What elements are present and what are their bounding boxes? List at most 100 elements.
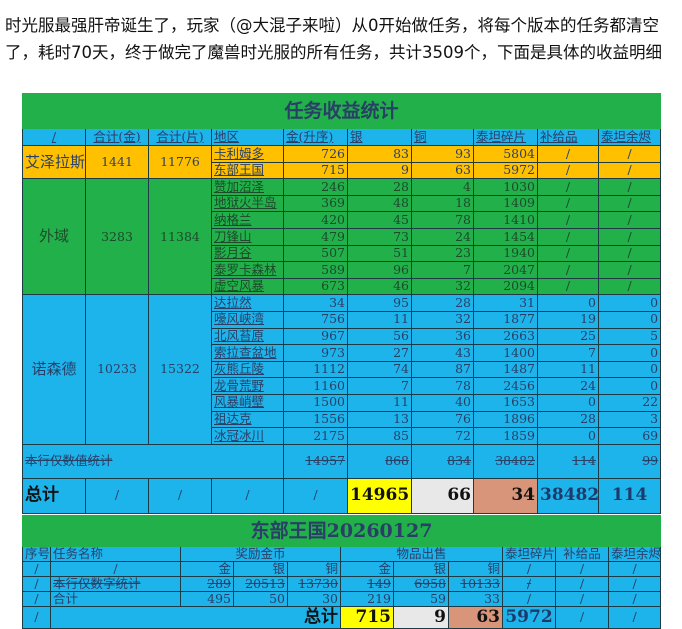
column-header: 地区 bbox=[211, 128, 284, 146]
silver-cell: 28 bbox=[347, 178, 412, 196]
fragments-cell: 1454 bbox=[473, 227, 538, 246]
column-header: / bbox=[22, 128, 86, 146]
region-row: 北风苔原 967 56 36 2663 25 5 bbox=[23, 327, 662, 346]
embers-cell: / bbox=[597, 244, 662, 263]
gold-cell: 589 bbox=[283, 261, 348, 279]
copper-cell: 28 bbox=[411, 294, 474, 312]
detail-cell: 本行仅数字统计 bbox=[50, 576, 181, 592]
region-name-cell: 祖达克 bbox=[211, 410, 284, 429]
supplies-cell: / bbox=[537, 178, 599, 196]
fragments-cell: 5972 bbox=[473, 161, 538, 180]
detail-cell: 50 bbox=[233, 591, 288, 607]
region-name-cell: 北风苔原 bbox=[211, 327, 284, 346]
embers-cell: 3 bbox=[597, 410, 662, 429]
region-row: 虚空风暴 673 46 32 2094// bbox=[23, 277, 662, 296]
fragments-cell: 1410 bbox=[473, 211, 538, 229]
total-supplies: / bbox=[555, 606, 609, 629]
header-row: / 合计(金) 合计(片) 地区 金(升序) 银铜泰坦碎片 补给品 泰坦余烬 bbox=[22, 128, 662, 146]
supplies-cell: / bbox=[537, 277, 599, 296]
supplies-cell: 0 bbox=[537, 294, 599, 312]
silver-cell: 27 bbox=[347, 344, 412, 362]
gold-cell: 2175 bbox=[283, 427, 348, 445]
supplies-cell: / bbox=[537, 211, 599, 229]
detail-cell: 合计 bbox=[50, 591, 181, 607]
copper-cell: 78 bbox=[411, 211, 474, 229]
total-fragments: 5972 bbox=[502, 606, 556, 629]
total-gold: 715 bbox=[340, 606, 394, 629]
detail-cell: / bbox=[607, 591, 662, 607]
total-slash: / bbox=[148, 477, 212, 514]
fragments-cell: 1940 bbox=[473, 244, 538, 263]
embers-cell: / bbox=[597, 261, 662, 279]
copper-cell: 76 bbox=[411, 410, 474, 429]
region-row: 冰冠冰川 2175 85 72 1859 0 69 bbox=[23, 427, 662, 445]
column-header-task-name: 任务名称 bbox=[50, 546, 181, 562]
embers-cell: 0 bbox=[597, 310, 662, 329]
supplies-cell: / bbox=[537, 161, 599, 180]
total-silver: 9 bbox=[393, 606, 449, 629]
detail-cell: 219 bbox=[340, 591, 394, 607]
total-row: / 总计 715 9 63 5972// bbox=[22, 606, 662, 629]
copper-cell: 43 bbox=[411, 344, 474, 362]
copper-cell: 40 bbox=[411, 393, 474, 412]
detail-cell: 30 bbox=[287, 591, 341, 607]
group-gold-total: 10233 bbox=[85, 294, 149, 445]
total-fragments: 38482 bbox=[537, 477, 599, 514]
detail-cell: / bbox=[607, 576, 662, 592]
region-name-cell: 风暴峭壁 bbox=[211, 393, 284, 412]
silver-cell: 51 bbox=[347, 244, 412, 263]
detail-cell: 289 bbox=[180, 576, 234, 592]
gold-cell: 967 bbox=[283, 327, 348, 346]
silver-cell: 7 bbox=[347, 377, 412, 395]
column-header: 合计(金) bbox=[85, 128, 149, 146]
gold-cell: 34 bbox=[283, 294, 348, 312]
detail-row: / 合计 495 50 30 219 59 33// / bbox=[22, 591, 662, 607]
column-header-fragments: 泰坦碎片 bbox=[502, 546, 556, 562]
stat-value: 834 bbox=[411, 443, 474, 479]
gold-cell: 673 bbox=[283, 277, 348, 296]
silver-cell: 83 bbox=[347, 145, 412, 163]
detail-cell: / bbox=[502, 576, 556, 592]
gold-cell: 715 bbox=[283, 161, 348, 180]
column-header: 补给品 bbox=[537, 128, 599, 146]
column-header: 合计(片) bbox=[148, 128, 212, 146]
supplies-cell: / bbox=[537, 194, 599, 213]
embers-cell: 0 bbox=[597, 360, 662, 379]
column-header: 铜 bbox=[411, 128, 474, 146]
stat-value: 99 bbox=[597, 443, 662, 479]
fragments-cell: 1653 bbox=[473, 393, 538, 412]
copper-cell: 18 bbox=[411, 194, 474, 213]
region-name-cell: 索拉查盆地 bbox=[211, 344, 284, 362]
embers-cell: / bbox=[597, 178, 662, 196]
supplies-cell: 25 bbox=[537, 327, 599, 346]
copper-cell: 4 bbox=[411, 178, 474, 196]
gold-cell: 973 bbox=[283, 344, 348, 362]
embers-cell: 0 bbox=[597, 344, 662, 362]
silver-cell: 85 bbox=[347, 427, 412, 445]
detail-cell: 149 bbox=[340, 576, 394, 592]
title-row: 东部王国20260127 bbox=[21, 515, 662, 547]
fragments-cell: 5804 bbox=[473, 145, 538, 163]
column-subheader: / bbox=[555, 561, 609, 577]
supplies-cell: 0 bbox=[537, 427, 599, 445]
fragments-cell: 1877 bbox=[473, 310, 538, 329]
embers-cell: 0 bbox=[597, 377, 662, 395]
column-header-supplies: 补给品 bbox=[555, 546, 609, 562]
silver-cell: 74 bbox=[347, 360, 412, 379]
embers-cell: / bbox=[597, 277, 662, 296]
silver-cell: 96 bbox=[347, 261, 412, 279]
column-subheader: / bbox=[502, 561, 556, 577]
supplies-cell: 0 bbox=[537, 393, 599, 412]
supplies-cell: / bbox=[537, 244, 599, 263]
copper-cell: 63 bbox=[411, 161, 474, 180]
region-row: 灰熊丘陵 1112 74 87 1487 11 0 bbox=[23, 360, 662, 379]
fragments-cell: 2047 bbox=[473, 261, 538, 279]
column-header-reward-gold: 奖励金币 bbox=[180, 546, 341, 562]
region-name-cell: 嚎风峡湾 bbox=[211, 310, 284, 329]
supplies-cell: / bbox=[537, 261, 599, 279]
fragments-cell: 1409 bbox=[473, 194, 538, 213]
column-header-index: 序号 bbox=[22, 546, 51, 562]
column-subheader: / bbox=[607, 561, 662, 577]
region-row: 艾泽拉斯 1441 11776 卡利姆多 726 83 93 5804// bbox=[22, 144, 662, 180]
embers-cell: 22 bbox=[597, 393, 662, 412]
